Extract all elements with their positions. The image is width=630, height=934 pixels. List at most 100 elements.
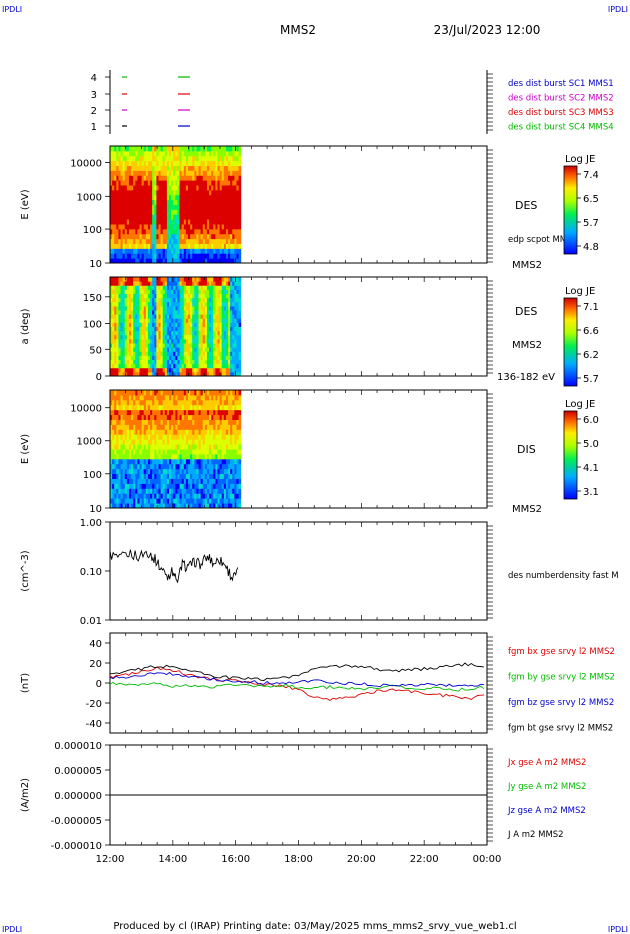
spectrogram-cell — [200, 424, 204, 430]
spectrogram-cell — [166, 347, 170, 352]
spectrogram-cell — [234, 363, 237, 369]
spectrogram-cell — [185, 253, 189, 259]
y-tick-label: -20 — [86, 699, 102, 710]
spectrogram-cell — [204, 458, 208, 465]
spectrogram-cell — [225, 243, 229, 249]
spectrogram-cell — [156, 150, 159, 157]
spectrogram-cell — [219, 189, 223, 196]
spectrogram-cell — [120, 253, 124, 259]
spectrogram-cell — [156, 498, 159, 504]
spectrogram-cell — [217, 293, 221, 299]
spectrogram-cell — [192, 473, 195, 479]
spectrogram-cell — [221, 359, 225, 365]
spectrogram-cell — [166, 359, 170, 365]
spectrogram-cell — [228, 146, 231, 152]
spectrogram-cell — [162, 367, 166, 373]
spectrogram-cell — [158, 150, 162, 157]
spectrogram-cell — [164, 219, 168, 225]
spectrogram-cell — [162, 483, 166, 489]
spectrogram-cell — [166, 322, 170, 327]
spectrogram-cell — [206, 160, 210, 166]
spectrogram-cell — [206, 238, 210, 244]
spectrogram-cell — [223, 351, 227, 356]
spectrogram-cell — [190, 293, 193, 299]
spectrogram-cell — [213, 258, 216, 264]
spectrogram-cell — [160, 155, 164, 162]
spectrogram-cell — [211, 473, 214, 479]
spectrogram-cell — [181, 371, 185, 377]
spectrogram-cell — [156, 155, 159, 162]
spectrogram-cell — [175, 463, 178, 470]
spectrogram-cell — [213, 483, 216, 489]
spectrogram-cell — [228, 160, 231, 166]
spectrogram-cell — [120, 301, 124, 307]
spectrogram-cell — [135, 394, 138, 401]
spectrogram-cell — [185, 160, 189, 166]
spectrogram-cell — [177, 367, 181, 373]
spectrogram-cell — [175, 310, 178, 315]
spectrogram-cell — [135, 355, 138, 360]
spectrogram-cell — [187, 338, 191, 344]
spectrogram-cell — [236, 228, 240, 235]
spectrogram-cell — [141, 253, 145, 259]
spectrogram-cell — [164, 185, 168, 191]
spectrogram-cell — [196, 414, 200, 420]
spectrogram-cell — [209, 483, 212, 489]
spectrogram-cell — [133, 209, 136, 215]
spectrogram-cell — [169, 473, 172, 479]
spectrogram-cell — [200, 334, 204, 340]
spectrogram-cell — [131, 503, 134, 509]
spectrogram-cell — [124, 463, 128, 470]
spectrogram-cell — [190, 253, 193, 259]
spectrogram-cell — [158, 468, 162, 475]
spectrogram-cell — [190, 214, 193, 220]
spectrogram-cell — [200, 293, 204, 299]
spectrogram-cell — [156, 209, 159, 215]
spectrogram-cell — [145, 444, 149, 450]
colorbar — [563, 297, 578, 387]
spectrogram-cell — [131, 160, 134, 166]
spectrogram-cell — [145, 214, 149, 220]
spectrogram-cell — [131, 473, 134, 479]
spectrogram-cell — [196, 165, 200, 171]
spectrogram-cell — [120, 458, 124, 465]
spectrogram-cell — [194, 258, 197, 264]
spectrogram-cell — [232, 503, 235, 509]
spectrogram-cell — [215, 478, 219, 484]
spectrogram-cell — [135, 478, 138, 484]
spectrogram-cell — [110, 390, 113, 396]
spectrogram-cell — [238, 322, 242, 327]
spectrogram-cell — [211, 409, 214, 416]
spectrogram-cell — [126, 297, 130, 303]
spectrogram-cell — [166, 371, 170, 377]
spectrogram-cell — [181, 463, 185, 470]
spectrogram-cell — [228, 170, 231, 176]
spectrogram-cell — [164, 146, 168, 152]
spectrogram-cell — [156, 285, 159, 290]
spectrogram-cell — [141, 305, 145, 311]
spectrogram-cell — [145, 429, 149, 435]
spectrogram-cell — [238, 449, 242, 455]
spectrogram-cell — [131, 258, 134, 264]
spectrogram-cell — [198, 449, 202, 455]
spectrogram-cell — [156, 258, 159, 264]
spectrogram-cell — [179, 394, 183, 401]
spectrogram-cell — [169, 367, 172, 373]
spectrogram-cell — [131, 285, 134, 290]
spectrogram-cell — [194, 209, 197, 215]
spectrogram-cell — [110, 498, 113, 504]
spectrogram-cell — [183, 301, 187, 307]
spectrogram-cell — [137, 214, 141, 220]
spectrogram-cell — [183, 146, 187, 152]
spectrogram-cell — [114, 238, 117, 244]
spectrogram-cell — [112, 248, 115, 254]
spectrogram-cell — [196, 289, 200, 294]
spectrogram-cell — [232, 175, 235, 181]
spectrogram-cell — [114, 322, 117, 327]
spectrogram-cell — [150, 330, 153, 336]
spectrogram-cell — [181, 155, 185, 162]
spectrogram-cell — [200, 330, 204, 336]
spectrogram-cell — [215, 347, 219, 352]
spectrogram-cell — [150, 189, 153, 196]
spectrogram-cell — [112, 473, 115, 479]
